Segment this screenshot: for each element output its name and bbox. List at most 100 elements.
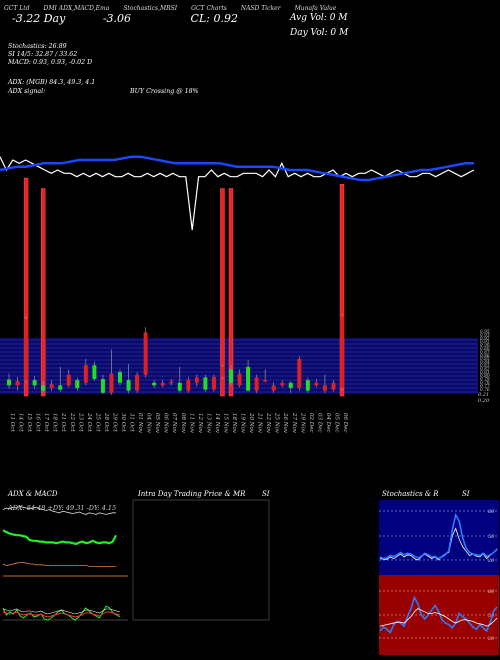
adx-signal: ADX signal: bbox=[8, 87, 46, 95]
stoch-panel-title: Stochastics & R bbox=[382, 490, 439, 498]
price-tick-label: 0.86 bbox=[480, 354, 490, 359]
chart-header: GCT Ltd DMI ADX,MACD,Ema Stochastics,MRSI G… bbox=[4, 5, 350, 12]
candle-body bbox=[109, 373, 114, 393]
date-tick-label: 12 Nov bbox=[197, 413, 203, 434]
price-tick-label: 0.87 bbox=[480, 350, 490, 355]
candle-body bbox=[340, 316, 344, 389]
date-tick-label: 25 Oct bbox=[94, 412, 100, 432]
day-volume: Day Vol: 0 M bbox=[290, 28, 349, 38]
candle-body bbox=[152, 382, 157, 386]
date-tick-label: 21 Nov bbox=[257, 412, 263, 434]
date-tick-label: 29 Oct bbox=[111, 412, 117, 432]
candle-body bbox=[83, 365, 88, 383]
candle-body bbox=[220, 366, 225, 377]
rsi-series-line bbox=[379, 608, 498, 627]
macd-panel bbox=[2, 605, 128, 621]
date-tick-label: 16 Oct bbox=[35, 413, 41, 432]
adx-series-line bbox=[2, 505, 116, 515]
volume-spike-bar bbox=[220, 188, 225, 397]
date-tick-label: 19 Nov bbox=[240, 413, 246, 434]
stoch-tick-label: 50 bbox=[488, 534, 495, 540]
candle-body bbox=[271, 385, 276, 391]
date-tick-label: 01 Nov bbox=[137, 413, 143, 434]
date-tick-label: 02 Dec bbox=[308, 413, 314, 433]
rsi-tick-label: 80 bbox=[488, 589, 495, 595]
stoch-series-line bbox=[379, 512, 498, 560]
candle-body bbox=[254, 377, 259, 391]
candle-body bbox=[160, 382, 165, 386]
candle-body bbox=[263, 380, 268, 382]
stoch-background bbox=[379, 500, 499, 575]
price-change: -3.22 Day bbox=[12, 12, 66, 25]
candle-body bbox=[314, 382, 319, 386]
price-band bbox=[0, 338, 478, 394]
price-tick-label: 0.81 bbox=[480, 371, 490, 376]
price-axis: 0.950.930.920.910.900.880.870.860.850.84… bbox=[478, 330, 490, 404]
stochastics-panel: 80 50 20 bbox=[379, 500, 499, 575]
macd-value: MACD: 0.93, 0.93, -0.02 D bbox=[8, 59, 93, 66]
buy-signal: BUY Crossing @ 18% bbox=[130, 87, 199, 95]
date-tick-label: 05 Nov bbox=[154, 413, 160, 434]
date-tick-label: 22 Nov bbox=[265, 412, 271, 434]
candle-body bbox=[100, 379, 105, 393]
candle-body bbox=[297, 358, 302, 389]
date-tick-label: 11 Nov bbox=[188, 413, 194, 434]
candle-body bbox=[177, 382, 182, 391]
header-item: GCT Charts bbox=[191, 5, 227, 12]
date-tick-label: 15 Nov bbox=[222, 413, 228, 434]
price-tick-label: 0.76 bbox=[480, 388, 490, 393]
price-tick-label: 0.77 bbox=[480, 384, 490, 389]
intra-panel-title-suffix: SI bbox=[262, 490, 270, 498]
stoch-tick-label: 80 bbox=[488, 509, 495, 515]
candle-body bbox=[7, 379, 11, 386]
candle-body bbox=[15, 381, 20, 386]
date-tick-label: 31 Oct bbox=[129, 413, 135, 432]
adx-panel-title: ADX & MACD bbox=[7, 490, 58, 498]
date-tick-label: 29 Nov bbox=[299, 412, 305, 434]
candle-body bbox=[280, 382, 285, 386]
candle-body bbox=[126, 380, 131, 391]
candle-body bbox=[211, 376, 216, 390]
intra-day-panel bbox=[132, 499, 270, 621]
candle-body bbox=[66, 374, 71, 386]
avg-volume: Avg Vol: 0 M bbox=[290, 13, 348, 23]
date-tick-label: 27 Nov bbox=[291, 412, 297, 434]
volume-spike-bar bbox=[23, 177, 29, 397]
macd-series-line bbox=[2, 611, 121, 618]
price-tick-label: 0.84 bbox=[480, 361, 490, 366]
candle-body bbox=[49, 384, 54, 389]
price-tick-label: 0.82 bbox=[480, 367, 490, 372]
date-tick-label: 07 Nov bbox=[171, 413, 177, 434]
price-tick-label: 0.85 bbox=[480, 357, 490, 362]
header-item: Munafa Value bbox=[294, 5, 337, 12]
date-tick-label: 25 Nov bbox=[274, 412, 280, 434]
adx-value: ADX: (MGB) 84.3, 49.3, 4.1 bbox=[8, 79, 96, 86]
candle-body bbox=[58, 385, 63, 390]
candle-body bbox=[75, 380, 80, 389]
volume-spike-bar bbox=[228, 188, 234, 397]
candle-body bbox=[143, 332, 148, 375]
price-tick-label: 0.80 bbox=[480, 374, 490, 379]
adx-panel bbox=[2, 505, 128, 577]
adx-overlay-text: ADX: 84.48 +DY: 49.31 -DY: 4.15 bbox=[7, 504, 116, 512]
candle-body bbox=[135, 374, 140, 391]
candle-body bbox=[322, 385, 327, 391]
volume-bars bbox=[23, 177, 345, 397]
candle-body bbox=[237, 373, 242, 386]
date-tick-label: 18 Nov bbox=[231, 413, 237, 434]
date-tick-label: 14 Oct bbox=[18, 413, 24, 432]
candle-body bbox=[41, 385, 46, 391]
price-tick-label: 0.78 bbox=[480, 381, 490, 386]
candle-body bbox=[118, 372, 122, 383]
price-tick-label: 0.79 bbox=[480, 378, 490, 383]
adx-readouts: ADX: (MGB) 84.3, 49.3, 4.1 ADX signal: B… bbox=[8, 79, 199, 96]
price-tick-label: 0.91 bbox=[480, 340, 490, 345]
volume-summary: Avg Vol: 0 M Day Vol: 0 M bbox=[290, 11, 348, 41]
date-tick-label: 06 Nov bbox=[163, 413, 169, 434]
intra-panel-title: Intra Day Trading Price & MR bbox=[137, 490, 246, 498]
price-tick-label: 0.21 bbox=[478, 392, 489, 398]
date-tick-label: 28 Oct bbox=[103, 412, 109, 432]
date-tick-label: 14 Nov bbox=[214, 413, 220, 434]
candle-body bbox=[288, 382, 293, 389]
price-tick-label: 0.83 bbox=[480, 364, 490, 369]
